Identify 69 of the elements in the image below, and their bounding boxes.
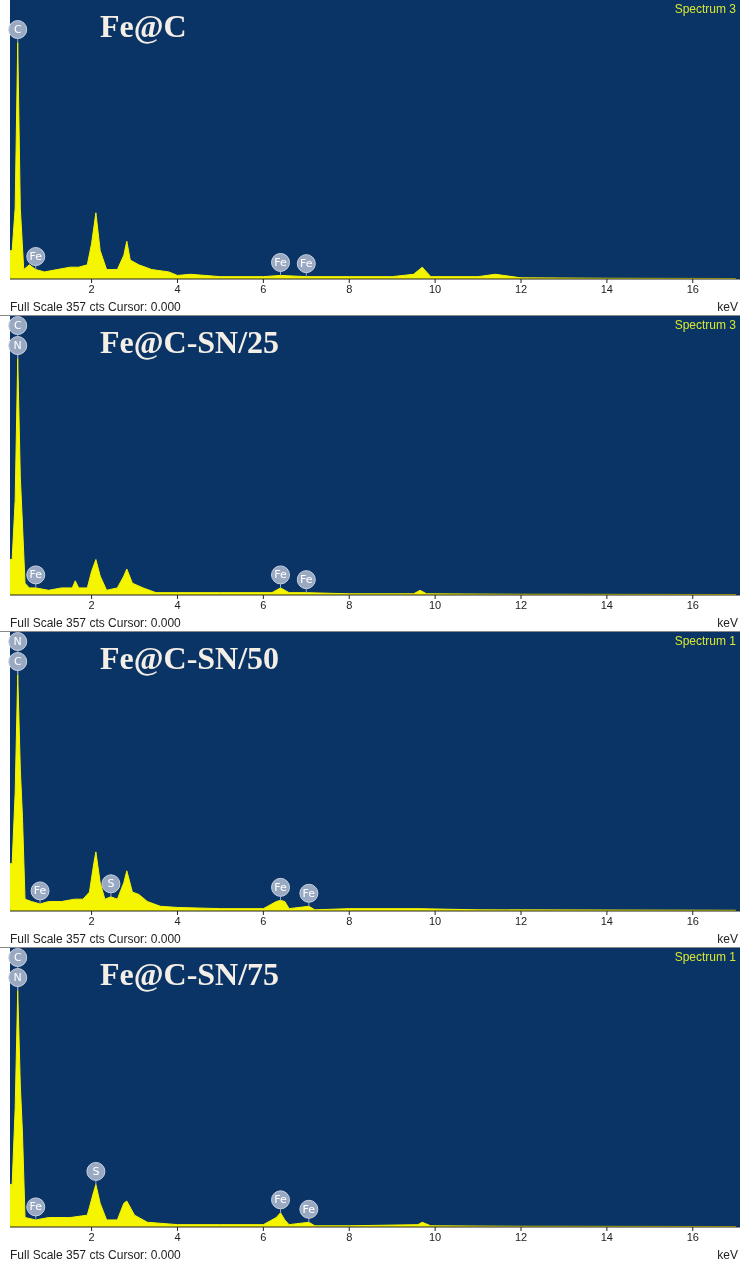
- x-tick-label: 12: [514, 914, 528, 927]
- x-tick-label: 6: [260, 914, 267, 927]
- text: Full Scale 357 cts Cursor: 0.000: [10, 616, 181, 630]
- annotation: Fe: [300, 257, 313, 271]
- chart-subtitle: Spectrum 1: [674, 634, 736, 648]
- x-tick-label: 8: [346, 1230, 353, 1243]
- x-axis-title: keV: [717, 616, 738, 630]
- x-tick-label: 2: [88, 598, 95, 611]
- x-tick-label: 4: [174, 598, 181, 611]
- x-tick-label: 12: [514, 1230, 528, 1243]
- x-axis-title: keV: [717, 1248, 738, 1262]
- chart-subtitle: Spectrum 3: [674, 318, 736, 332]
- x-tick-label: 16: [686, 914, 699, 927]
- x-tick-label: 14: [600, 598, 614, 611]
- annotation: Fe: [29, 568, 43, 582]
- annotation: Fe: [274, 880, 288, 894]
- annotation: Fe: [274, 1193, 288, 1207]
- x-tick-label: 16: [686, 1230, 699, 1243]
- annotation: Fe: [274, 255, 288, 269]
- text: Full Scale 357 cts Cursor: 0.000: [10, 1248, 181, 1262]
- chart-title: Fe@C-SN/50: [100, 640, 280, 677]
- annotation: N: [13, 339, 22, 353]
- x-tick-label: 12: [514, 598, 528, 611]
- x-tick-label: 10: [428, 1230, 442, 1243]
- x-tick-label: 2: [88, 1230, 95, 1243]
- x-tick-label: 4: [174, 914, 181, 927]
- annotation: S: [92, 1164, 100, 1178]
- x-tick-label: 14: [600, 914, 614, 927]
- chart-title: Fe@C: [100, 8, 187, 45]
- x-axis-title: keV: [717, 300, 738, 314]
- annotation: S: [107, 877, 115, 891]
- chart-subtitle: Spectrum 1: [674, 950, 736, 964]
- annotation: Fe: [300, 573, 313, 587]
- x-tick-label: 4: [174, 282, 181, 295]
- chart-title: Fe@C-SN/75: [100, 956, 280, 993]
- x-tick-label: 8: [346, 598, 353, 611]
- x-tick-label: 10: [428, 914, 442, 927]
- annotation: C: [13, 655, 22, 669]
- annotation: Fe: [274, 568, 288, 582]
- x-tick-label: 6: [260, 1230, 267, 1243]
- annotation: C: [13, 319, 22, 333]
- chart-subtitle: Spectrum 3: [674, 2, 736, 16]
- x-tick-label: 8: [346, 282, 353, 295]
- annotation: Fe: [29, 1200, 43, 1214]
- x-tick-label: 2: [88, 282, 95, 295]
- x-tick-label: 6: [260, 598, 267, 611]
- annotation: Fe: [29, 250, 43, 264]
- x-tick-label: 6: [260, 282, 267, 295]
- annotation: N: [13, 971, 22, 985]
- annotation: Fe: [302, 1202, 316, 1216]
- x-tick-label: 14: [600, 282, 614, 295]
- x-tick-label: 16: [686, 598, 699, 611]
- x-tick-label: 10: [428, 598, 442, 611]
- x-tick-label: 14: [600, 1230, 614, 1243]
- x-axis-title: keV: [717, 932, 738, 946]
- annotation: C: [13, 23, 22, 37]
- annotation: Fe: [33, 884, 47, 898]
- annotation: C: [13, 951, 22, 965]
- annotation: N: [13, 635, 22, 649]
- text: Full Scale 357 cts Cursor: 0.000: [10, 932, 181, 946]
- x-tick-label: 8: [346, 914, 353, 927]
- x-tick-label: 12: [514, 282, 528, 295]
- x-tick-label: 10: [428, 282, 442, 295]
- chart-title: Fe@C-SN/25: [100, 324, 280, 361]
- x-tick-label: 16: [686, 282, 699, 295]
- x-tick-label: 2: [88, 914, 95, 927]
- text: Full Scale 357 cts Cursor: 0.000: [10, 300, 181, 314]
- annotation: Fe: [302, 886, 316, 900]
- x-tick-label: 4: [174, 1230, 181, 1243]
